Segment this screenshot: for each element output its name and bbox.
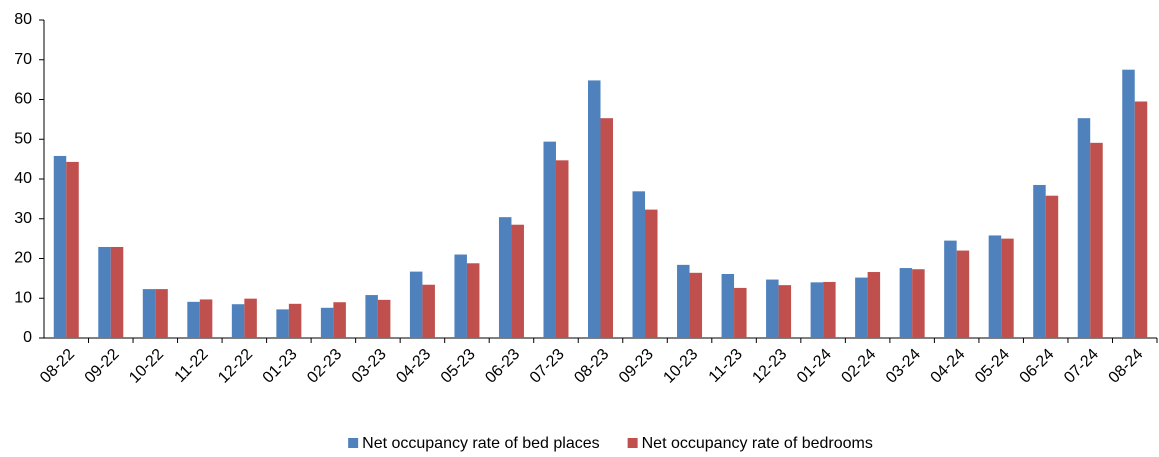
- y-tick-label: 70: [14, 51, 32, 68]
- legend-swatch: [348, 438, 359, 448]
- x-tick-label: 08-22: [37, 346, 78, 387]
- x-tick-label: 12-22: [215, 346, 256, 387]
- x-tick-label: 02-24: [838, 346, 879, 387]
- bar: [823, 281, 836, 338]
- bar: [645, 209, 658, 338]
- bar: [588, 80, 601, 339]
- y-tick-label: 50: [14, 130, 32, 147]
- x-tick-label: 08-23: [571, 346, 612, 387]
- bar: [231, 304, 245, 338]
- x-tick-label: 01-24: [794, 346, 835, 387]
- x-tick-label: 10-22: [126, 346, 167, 387]
- bar: [944, 240, 957, 338]
- bar: [867, 272, 881, 338]
- bar: [855, 277, 868, 338]
- bar: [422, 284, 435, 338]
- bar: [912, 269, 925, 338]
- bar: [988, 235, 1002, 338]
- x-tick-label: 07-24: [1061, 346, 1102, 387]
- legend-label: Net occupancy rate of bed places: [362, 435, 599, 452]
- bar: [454, 254, 467, 338]
- bar: [187, 301, 200, 338]
- bar: [244, 298, 257, 338]
- x-tick-label: 05-24: [972, 346, 1013, 387]
- bar: [276, 309, 289, 338]
- y-tick-label: 0: [23, 329, 32, 346]
- bar: [689, 272, 703, 338]
- bar: [53, 155, 67, 338]
- bar: [409, 271, 423, 338]
- bar: [511, 224, 524, 338]
- bar: [543, 141, 556, 338]
- bar: [810, 282, 824, 338]
- bar: [155, 289, 168, 338]
- x-tick-label: 12-23: [749, 346, 790, 387]
- bar: [721, 274, 735, 338]
- bar: [677, 264, 690, 338]
- x-tick-label: 11-23: [706, 346, 746, 386]
- x-tick-label: 06-24: [1017, 346, 1058, 387]
- x-tick-label: 06-23: [482, 346, 523, 387]
- bar: [110, 246, 124, 338]
- bar: [1033, 184, 1046, 338]
- bar: [600, 118, 613, 339]
- bar: [320, 307, 334, 338]
- bar: [66, 161, 79, 338]
- legend-swatch: [627, 438, 638, 448]
- x-tick-label: 03-24: [883, 346, 924, 387]
- legend: Net occupancy rate of bed places Net occu…: [348, 435, 873, 452]
- bar: [199, 299, 213, 338]
- bar: [365, 295, 378, 338]
- bar: [1122, 69, 1135, 338]
- x-tick-label: 10-23: [660, 346, 701, 387]
- x-tick-label: 09-22: [82, 346, 123, 387]
- bar: [333, 302, 346, 338]
- bar: [466, 263, 480, 338]
- x-tick-label: 09-23: [616, 346, 657, 387]
- x-tick-label: 05-23: [438, 346, 479, 387]
- y-tick-label: 40: [14, 170, 32, 187]
- y-tick-label: 80: [14, 11, 32, 28]
- bar: [766, 279, 779, 338]
- bar: [142, 289, 156, 338]
- bar: [1001, 238, 1014, 338]
- bar: [1134, 101, 1148, 338]
- y-tick-label: 10: [14, 289, 32, 306]
- bar: [98, 246, 111, 338]
- bar: [956, 250, 970, 338]
- x-tick-label: 01-23: [260, 346, 301, 387]
- bar: [1045, 195, 1059, 338]
- x-tick-label: 03-23: [349, 346, 390, 387]
- bar: [377, 299, 391, 338]
- bar: [288, 303, 302, 338]
- bar: [1077, 118, 1091, 339]
- x-tick-label: 04-23: [393, 346, 434, 387]
- bar: [1090, 142, 1103, 338]
- x-tick-label: 02-23: [304, 346, 345, 387]
- x-tick-label: 08-24: [1106, 346, 1147, 387]
- bar: [778, 285, 792, 338]
- bar: [734, 287, 747, 338]
- x-tick-label: 07-23: [527, 346, 568, 387]
- y-tick-label: 20: [14, 250, 32, 267]
- legend-label: Net occupancy rate of bedrooms: [642, 435, 873, 452]
- y-tick-label: 60: [14, 91, 32, 108]
- y-tick-label: 30: [14, 210, 32, 227]
- bar: [632, 191, 646, 338]
- bar: [899, 268, 913, 338]
- bar: [498, 217, 512, 338]
- x-tick-label: 11-22: [172, 346, 212, 386]
- bar: [555, 160, 569, 338]
- x-tick-label: 04-24: [928, 346, 969, 387]
